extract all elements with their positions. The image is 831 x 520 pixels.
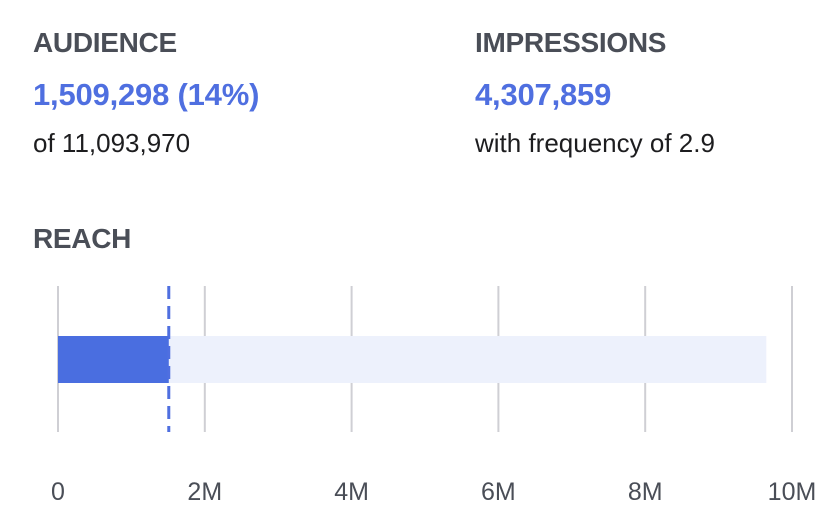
tick-label-3: 6M [481,478,516,506]
tick-label-5: 10M [768,478,817,506]
impressions-stat: IMPRESSIONS 4,307,859 with frequency of … [475,26,715,159]
tick-label-2: 4M [334,478,369,506]
audience-stat: AUDIENCE 1,509,298 (14%) of 11,093,970 [33,26,259,159]
impressions-label: IMPRESSIONS [475,27,667,58]
reach-label: REACH [33,223,132,254]
reach-track [58,336,767,383]
impressions-value: 4,307,859 [475,77,612,112]
reach-bar [58,336,169,383]
tick-label-4: 8M [628,478,663,506]
audience-subtext: of 11,093,970 [33,128,191,158]
tick-label-1: 2M [187,478,222,506]
reach-chart: 0 2M 4M 6M 8M 10M [51,286,817,506]
tick-label-0: 0 [51,478,65,506]
audience-value: 1,509,298 (14%) [33,77,260,112]
impressions-subtext: with frequency of 2.9 [475,128,715,158]
audience-label: AUDIENCE [33,27,177,58]
